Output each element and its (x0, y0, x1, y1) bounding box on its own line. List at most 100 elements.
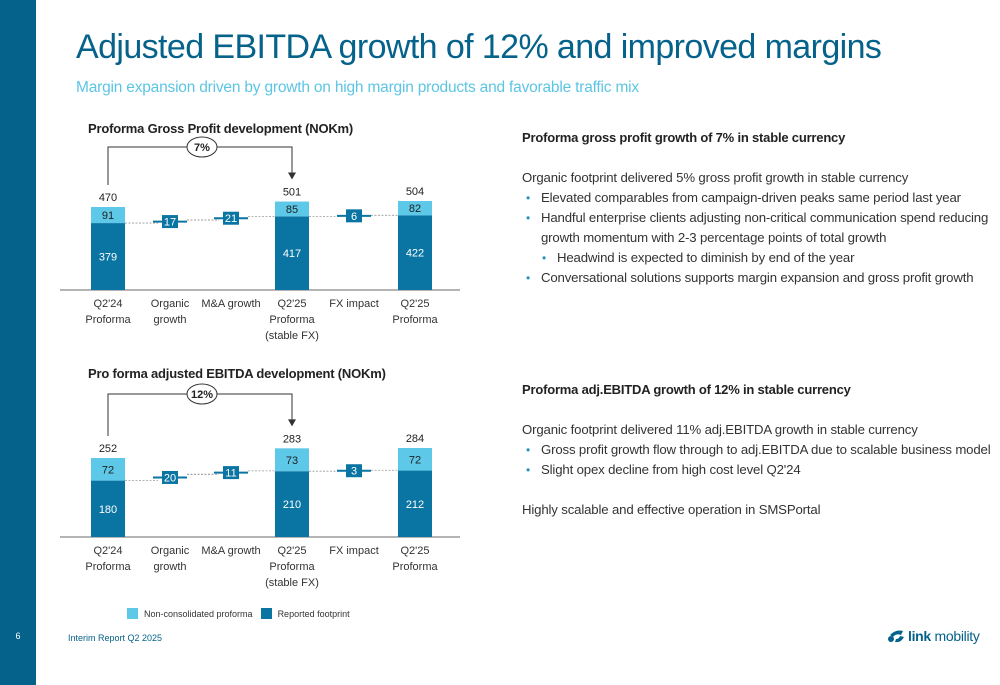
page-number: 6 (15, 631, 21, 641)
logo-word-light: mobility (930, 628, 980, 644)
legend-label: Non-consolidated proforma (144, 608, 253, 619)
panel-intro: Organic footprint delivered 11% adj.EBIT… (522, 422, 918, 437)
data-label-non-consolidated: 72 (102, 464, 114, 476)
category-label: Q2'24 (93, 298, 122, 310)
bullet-item: Handful enterprise clients adjusting non… (522, 208, 992, 248)
category-label: M&A growth (201, 298, 260, 310)
bar-non-consolidated (275, 201, 309, 217)
category-label: Proforma (392, 561, 438, 573)
data-label-reported: 422 (406, 248, 424, 260)
spacer (522, 480, 992, 500)
bullet-item: Gross profit growth flow through to adj.… (522, 440, 992, 460)
bar-reported-footprint (91, 480, 125, 537)
delta-bar (346, 209, 362, 223)
growth-badge (186, 383, 218, 405)
category-label: Proforma (85, 561, 131, 573)
bullet-item: Elevated comparables from campaign-drive… (522, 188, 992, 208)
bar-non-consolidated (91, 207, 125, 224)
data-label-reported: 212 (406, 499, 424, 511)
data-label-delta: 11 (225, 468, 236, 480)
panel-intro: Organic footprint delivered 5% gross pro… (522, 170, 909, 185)
data-label-reported: 379 (99, 252, 117, 264)
data-label-total: 470 (99, 192, 117, 204)
bar-reported-footprint (275, 216, 309, 290)
sidebar-band (0, 0, 36, 685)
legend-swatch-non-consolidated (127, 608, 138, 619)
data-label-non-consolidated: 91 (102, 210, 114, 222)
growth-arrowhead (288, 419, 296, 427)
category-label: Organic (151, 545, 190, 557)
growth-label: 7% (194, 142, 210, 154)
data-label-reported: 180 (99, 504, 117, 516)
sub-bullet-item: Headwind is expected to diminish by end … (522, 248, 992, 268)
legend-label: Reported footprint (277, 608, 350, 619)
category-label: Q2'24 (93, 545, 122, 557)
legend-item-non-consolidated: Non-consolidated proforma (127, 608, 253, 619)
data-label-delta: 20 (164, 472, 176, 484)
bar-reported-footprint (275, 471, 309, 537)
bar-reported-footprint (398, 470, 432, 537)
page-title: Adjusted EBITDA growth of 12% and improv… (76, 28, 882, 66)
data-label-non-consolidated: 73 (286, 455, 298, 467)
legend-swatch-reported (260, 608, 272, 619)
category-label: (stable FX) (265, 330, 319, 342)
ebitda-commentary: Proforma adj.EBITDA growth of 12% in sta… (522, 380, 992, 520)
bullet-item: Conversational solutions supports margin… (522, 268, 992, 288)
panel-heading: Proforma gross profit growth of 7% in st… (522, 130, 846, 145)
chart-legend: Non-consolidated proforma Reported footp… (127, 608, 358, 619)
bar-reported-footprint (398, 215, 432, 290)
chart-title-gross-profit: Proforma Gross Profit development (NOKm) (88, 121, 354, 136)
panel-closing: Highly scalable and effective operation … (522, 502, 821, 517)
category-label: Proforma (269, 314, 315, 326)
gross-profit-commentary: Proforma gross profit growth of 7% in st… (522, 128, 992, 288)
logo-word-bold: link (908, 628, 931, 644)
panel-heading: Proforma adj.EBITDA growth of 12% in sta… (522, 382, 851, 397)
category-label: Q2'25 (400, 545, 429, 557)
data-label-delta: 6 (351, 211, 357, 223)
bullet-item: Slight opex decline from high cost level… (522, 460, 992, 480)
category-label: FX impact (329, 545, 379, 557)
ebitda-waterfall-chart: 180 72 252 Q2'24 Proforma 20 Organic growth 11 M&… (60, 383, 460, 589)
bar-non-consolidated (91, 458, 125, 481)
data-label-non-consolidated: 82 (409, 203, 421, 215)
data-label-total: 252 (99, 443, 117, 455)
growth-arrowhead (288, 172, 296, 180)
bar-non-consolidated (398, 201, 432, 216)
footer-report-name: Interim Report Q2 2025 (68, 633, 163, 643)
chart-title-ebitda: Pro forma adjusted EBITDA development (N… (88, 366, 386, 381)
data-label-reported: 210 (283, 499, 301, 511)
data-label-total: 283 (283, 433, 301, 445)
bar-non-consolidated (275, 448, 309, 472)
company-logo: link mobility (887, 628, 980, 644)
category-label: Proforma (85, 314, 131, 326)
data-label-delta: 21 (225, 213, 237, 225)
data-label-total: 501 (283, 187, 301, 199)
data-label-total: 284 (406, 433, 424, 445)
category-label: (stable FX) (265, 577, 319, 589)
data-label-delta: 3 (351, 466, 357, 478)
bar-non-consolidated (398, 448, 432, 471)
data-label-reported: 417 (283, 248, 301, 260)
page-subtitle: Margin expansion driven by growth on hig… (76, 79, 639, 96)
category-label: FX impact (329, 298, 379, 310)
legend-item-reported: Reported footprint (260, 608, 350, 619)
data-label-non-consolidated: 72 (409, 454, 421, 466)
category-label: Proforma (269, 561, 315, 573)
growth-label: 12% (191, 389, 213, 401)
category-label: M&A growth (201, 545, 260, 557)
bullet-list: Gross profit growth flow through to adj.… (522, 440, 992, 480)
category-label: growth (153, 561, 186, 573)
data-label-delta: 17 (164, 217, 176, 229)
bullet-list: Elevated comparables from campaign-drive… (522, 188, 992, 288)
category-label: Q2'25 (277, 298, 306, 310)
delta-bar (223, 211, 239, 225)
bar-reported-footprint (91, 223, 125, 290)
category-label: Organic (151, 298, 190, 310)
category-label: Proforma (392, 314, 438, 326)
gross-profit-waterfall-chart: 379 91 470 Q2'24 Proforma 17 Organic growth 21 M&… (60, 136, 460, 342)
growth-badge (186, 136, 218, 158)
delta-bar (162, 215, 178, 229)
data-label-non-consolidated: 85 (286, 204, 298, 216)
data-label-total: 504 (406, 186, 424, 198)
category-label: Q2'25 (277, 545, 306, 557)
